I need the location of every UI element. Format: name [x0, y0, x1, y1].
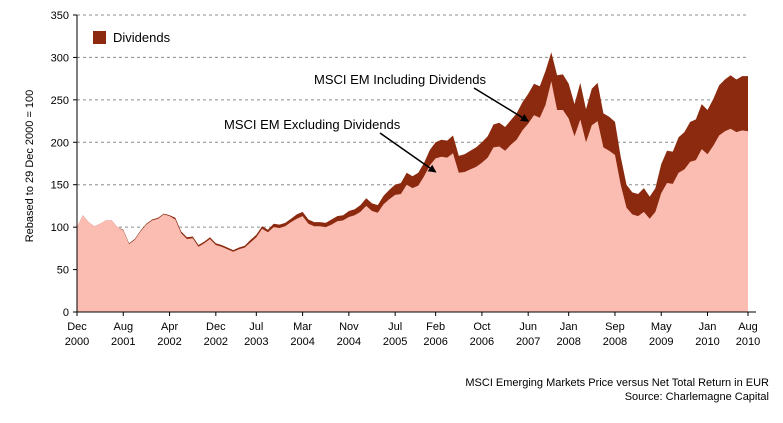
annotation-excluding: MSCI EM Excluding Dividends	[224, 117, 401, 132]
footer-title: MSCI Emerging Markets Price versus Net T…	[465, 377, 769, 389]
x-tick-label: May	[651, 321, 672, 333]
x-tick-label: 2003	[244, 336, 268, 348]
x-tick-label: Dec	[67, 321, 87, 333]
y-tick-label: 250	[51, 95, 69, 107]
x-tick-label: 2002	[157, 336, 181, 348]
y-tick-label: 200	[51, 137, 69, 149]
y-axis-label: Rebased to 29 Dec 2000 = 100	[24, 90, 36, 243]
x-tick-label: 2006	[470, 336, 494, 348]
x-tick-label: Mar	[293, 321, 312, 333]
annotation-including: MSCI EM Including Dividends	[314, 72, 486, 87]
x-tick-label: 2002	[204, 336, 228, 348]
x-tick-label: Jul	[249, 321, 263, 333]
footer-source: Source: Charlemagne Capital	[624, 391, 769, 403]
x-tick-label: Feb	[426, 321, 445, 333]
y-tick-label: 350	[51, 10, 69, 22]
annotation-arrow	[379, 132, 437, 173]
x-tick-label: 2004	[290, 336, 314, 348]
x-tick-label: Jan	[560, 321, 578, 333]
y-ticks: 0 50 100 150 200 250 300 350	[51, 10, 77, 319]
x-tick-label: Jan	[699, 321, 717, 333]
x-tick-label: 2000	[65, 336, 89, 348]
x-tick-label: 2008	[603, 336, 627, 348]
annotation-arrow	[473, 87, 530, 122]
x-tick-label: 2008	[556, 336, 580, 348]
x-ticks: Dec 2000 Aug 2001 Apr 2002 Dec 2002 Jul 2003 Mar 20…	[65, 312, 760, 348]
x-tick-label: 2009	[649, 336, 673, 348]
x-tick-label: Apr	[161, 321, 178, 333]
y-tick-label: 300	[51, 52, 69, 64]
legend: Dividends	[93, 30, 171, 45]
x-tick-label: Dec	[206, 321, 226, 333]
y-tick-label: 100	[51, 222, 69, 234]
x-tick-label: Aug	[738, 321, 758, 333]
annotations: MSCI EM Including Dividends MSCI EM Exclu…	[224, 72, 530, 173]
excluding-dividends-area	[77, 81, 748, 312]
x-tick-label: Nov	[339, 321, 359, 333]
x-tick-label: Aug	[113, 321, 133, 333]
x-tick-label: 2004	[337, 336, 361, 348]
x-tick-label: 2006	[423, 336, 447, 348]
x-tick-label: 2001	[111, 336, 135, 348]
x-tick-label: Jul	[388, 321, 402, 333]
legend-swatch	[93, 31, 106, 44]
x-tick-label: 2005	[383, 336, 407, 348]
x-tick-label: Sep	[605, 321, 625, 333]
x-tick-label: 2010	[695, 336, 719, 348]
x-tick-label: Jun	[519, 321, 537, 333]
legend-label: Dividends	[113, 30, 171, 45]
x-tick-label: 2010	[736, 336, 760, 348]
y-tick-label: 50	[57, 265, 69, 277]
y-tick-label: 150	[51, 180, 69, 192]
x-tick-label: 2007	[516, 336, 540, 348]
x-tick-label: Oct	[473, 321, 490, 333]
y-tick-label: 0	[63, 307, 69, 319]
